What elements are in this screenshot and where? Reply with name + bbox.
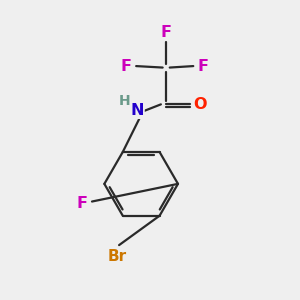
Text: Br: Br bbox=[108, 249, 127, 264]
Text: H: H bbox=[118, 94, 130, 108]
Text: F: F bbox=[77, 196, 88, 211]
Text: N: N bbox=[130, 103, 143, 118]
Text: O: O bbox=[193, 97, 207, 112]
Text: F: F bbox=[197, 58, 208, 74]
Text: F: F bbox=[161, 25, 172, 40]
Text: F: F bbox=[121, 58, 132, 74]
